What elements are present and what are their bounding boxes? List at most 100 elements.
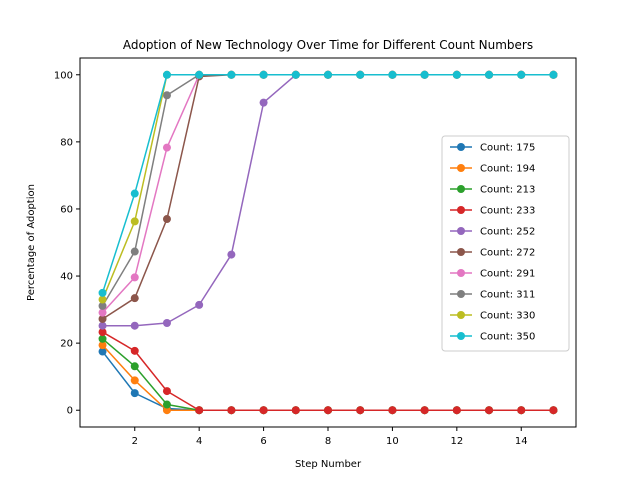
legend-label: Count: 272	[480, 248, 535, 259]
chart-title: Adoption of New Technology Over Time for…	[123, 38, 533, 52]
data-point	[162, 215, 171, 224]
data-point	[130, 247, 139, 256]
y-axis-title: Percentage of Adoption	[26, 184, 37, 301]
data-point	[356, 70, 365, 79]
data-point	[195, 300, 204, 309]
data-point	[549, 406, 558, 415]
legend-item: Count: 272	[450, 248, 535, 259]
legend-swatch-marker	[457, 290, 465, 298]
data-point	[98, 347, 107, 356]
data-point	[162, 387, 171, 396]
data-point	[227, 250, 236, 259]
data-point	[98, 334, 107, 343]
legend-item: Count: 194	[450, 164, 535, 175]
legend-swatch-marker	[457, 227, 465, 235]
legend-item: Count: 213	[450, 185, 535, 196]
legend-label: Count: 330	[480, 311, 535, 322]
data-point	[324, 70, 332, 79]
data-point	[162, 406, 171, 415]
x-axis-title: Step Number	[295, 459, 362, 470]
y-axis: 0 20 40 60 80 100	[54, 70, 80, 417]
legend-item: Count: 252	[450, 227, 535, 238]
legend-swatch-marker	[457, 143, 465, 151]
legend-swatch-marker	[457, 206, 465, 214]
data-point	[259, 98, 268, 107]
data-point	[291, 70, 300, 79]
data-point	[98, 328, 107, 337]
legend-label: Count: 350	[480, 332, 535, 343]
series-9	[98, 70, 558, 297]
data-point	[162, 400, 171, 409]
legend-swatch-marker	[457, 311, 465, 319]
legend-swatch-marker	[457, 269, 465, 277]
data-point	[98, 341, 107, 350]
legend-item: Count: 233	[450, 206, 535, 217]
legend-label: Count: 291	[480, 269, 535, 280]
y-tick-label: 100	[54, 70, 73, 81]
legend-item: Count: 350	[450, 332, 535, 343]
y-tick-label: 80	[60, 137, 73, 148]
data-point	[420, 70, 429, 79]
data-point	[485, 406, 494, 415]
data-point	[98, 301, 107, 310]
legend-label: Count: 194	[480, 164, 535, 175]
data-point	[162, 70, 171, 79]
legend-item: Count: 291	[450, 269, 535, 280]
data-point	[162, 91, 171, 100]
data-point	[452, 406, 461, 415]
data-point	[130, 294, 139, 303]
data-point	[420, 406, 429, 415]
legend-item: Count: 311	[450, 290, 535, 301]
x-tick-label: 14	[515, 436, 528, 447]
legend-swatch-marker	[457, 332, 465, 340]
data-point	[227, 406, 236, 415]
legend-item: Count: 330	[450, 311, 535, 322]
data-point	[98, 288, 107, 297]
data-point	[130, 217, 139, 226]
series-3	[98, 328, 558, 415]
data-point	[130, 389, 139, 398]
x-axis: 2 4 6 8 10 12 14	[132, 427, 528, 447]
x-tick-label: 12	[450, 436, 463, 447]
legend-label: Count: 233	[480, 206, 535, 217]
data-point	[98, 308, 107, 317]
data-point	[98, 295, 107, 304]
legend-swatch-marker	[457, 185, 465, 193]
legend-label: Count: 213	[480, 185, 535, 196]
legend-label: Count: 175	[480, 143, 535, 154]
data-point	[485, 70, 494, 79]
data-point	[130, 189, 139, 198]
legend: Count: 175 Count: 194 Count: 213 Count: 233…	[441, 135, 570, 352]
legend-box	[441, 135, 570, 352]
legend-swatch-marker	[457, 164, 465, 172]
legend-label: Count: 252	[480, 227, 535, 238]
data-point	[130, 321, 139, 330]
data-point	[195, 70, 204, 79]
data-point	[130, 346, 139, 355]
y-tick-label: 40	[60, 272, 73, 283]
y-tick-label: 0	[67, 406, 73, 417]
data-point	[452, 70, 461, 79]
data-point	[291, 406, 300, 415]
data-point	[388, 406, 397, 415]
x-tick-label: 4	[196, 436, 202, 447]
legend-item: Count: 175	[450, 143, 535, 154]
data-point	[324, 406, 332, 415]
data-point	[130, 362, 139, 371]
data-point	[162, 143, 171, 152]
data-point	[388, 70, 397, 79]
data-point	[517, 70, 526, 79]
series-layer	[98, 70, 558, 415]
data-point	[259, 70, 268, 79]
data-point	[259, 406, 268, 415]
x-tick-label: 2	[132, 436, 138, 447]
x-tick-label: 6	[260, 436, 266, 447]
y-tick-label: 60	[60, 204, 73, 215]
data-point	[549, 70, 558, 79]
x-tick-label: 8	[325, 436, 331, 447]
data-point	[98, 314, 107, 323]
legend-swatch-marker	[457, 248, 465, 256]
data-point	[195, 406, 204, 415]
data-point	[98, 321, 107, 330]
